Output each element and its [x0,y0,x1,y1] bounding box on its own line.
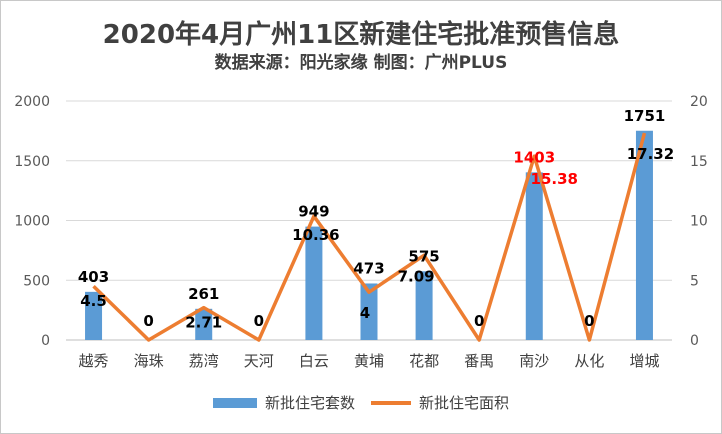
line-data-label: 4.5 [80,292,107,310]
bar-data-label: 0 [254,312,264,330]
legend-line-label: 新批住宅面积 [419,394,510,412]
bar-data-label: 1751 [624,107,666,125]
legend-bar-swatch [212,397,257,408]
x-tick-label: 番禺 [464,352,494,370]
chart-legend: 新批住宅套数 新批住宅面积 [0,392,722,413]
bar-data-label: 0 [584,312,594,330]
chart-title: 2020年4月广州11区新建住宅批准预售信息 [102,20,620,50]
bar-data-label: 1403 [513,148,555,166]
x-tick-label: 天河 [244,352,274,370]
bar-data-label: 261 [188,285,219,303]
bar [195,308,213,340]
line-data-label: 2.71 [185,314,222,332]
y-left-tick-label: 0 [41,333,50,349]
bar-data-label: 403 [78,268,109,286]
x-tick-label: 越秀 [79,352,109,370]
y-right-tick-label: 10 [690,214,708,230]
y-left-tick-label: 1500 [14,154,50,170]
line-data-label: 10.36 [292,226,339,244]
x-tick-label: 海珠 [134,352,164,370]
bar-data-label: 473 [353,259,384,277]
bar [415,271,433,340]
x-tick-label: 白云 [299,352,329,370]
x-tick-label: 荔湾 [189,352,219,370]
line-data-label: 17.32 [627,145,674,163]
y-right-tick-label: 0 [690,333,699,349]
y-left-tick-label: 500 [23,273,50,289]
chart-subtitle: 数据来源：阳光家缘 制图：广州PLUS [214,53,508,73]
line-data-label: 15.38 [531,170,578,188]
bar [85,291,103,340]
line-series [92,132,647,342]
bar-data-label: 0 [474,312,484,330]
y-right-tick-label: 5 [690,273,699,289]
y-right-tick-label: 20 [690,94,708,110]
bar-data-label: 949 [298,203,329,221]
line-data-label: 4 [360,304,370,322]
y-left-tick-label: 1000 [14,214,50,230]
bar-data-label: 575 [408,247,439,265]
bar-data-label: 0 [143,312,153,330]
bar [360,283,378,340]
legend-item-line: 新批住宅面积 [371,392,509,413]
line-data-label: 7.09 [398,267,435,285]
bar [305,226,323,340]
x-tick-label: 黄埔 [354,352,384,370]
legend-item-bar: 新批住宅套数 [212,392,355,413]
bar [635,130,653,340]
bar [525,172,543,340]
y-left-tick-label: 2000 [14,94,50,110]
x-tick-label: 增城 [629,352,659,370]
legend-line-swatch [371,400,411,405]
x-tick-label: 南沙 [519,352,549,370]
y-right-tick-label: 15 [690,154,708,170]
x-tick-label: 从化 [574,352,604,370]
x-tick-label: 花都 [409,352,439,370]
legend-bar-label: 新批住宅套数 [264,394,355,412]
